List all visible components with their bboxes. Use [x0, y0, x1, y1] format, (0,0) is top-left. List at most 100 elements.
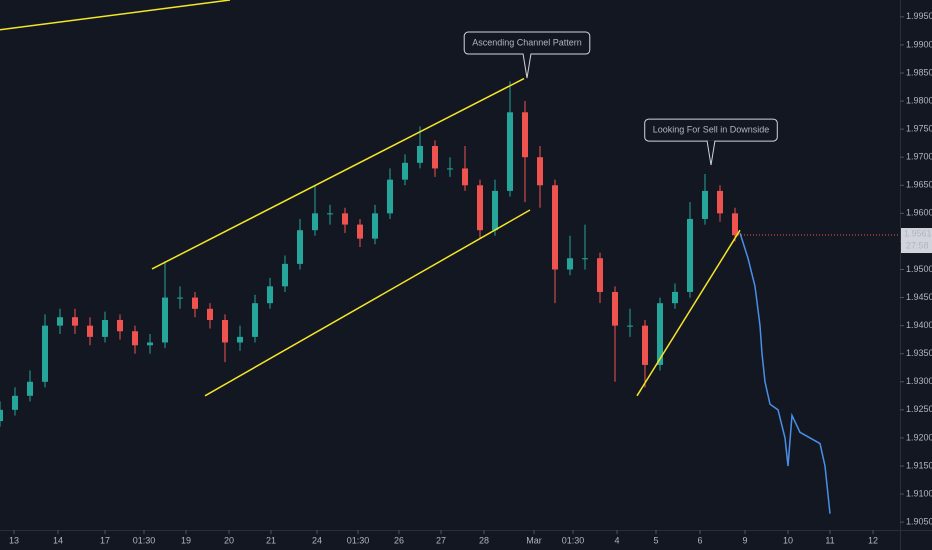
annotation-pointer	[706, 140, 716, 166]
candle-body	[717, 190, 723, 214]
candle-body	[57, 317, 63, 326]
candle-body	[192, 297, 198, 309]
y-tick-label: 1.96500	[906, 180, 932, 190]
candle-body	[132, 331, 138, 346]
candle-body	[537, 157, 543, 186]
x-tick-label: 21	[266, 535, 276, 545]
candle-body	[237, 336, 243, 343]
y-tick-label: 1.95000	[906, 264, 932, 274]
trend-line	[204, 209, 531, 397]
candle-body	[612, 291, 618, 326]
x-tick-label: 01:30	[133, 535, 156, 545]
candle-body	[492, 190, 498, 231]
annotation-pointer	[522, 53, 532, 79]
candle-body	[102, 320, 108, 337]
candle-body	[342, 213, 348, 225]
x-tick-label: 17	[100, 535, 110, 545]
candle-body	[417, 145, 423, 163]
candle-body	[372, 213, 378, 239]
last-price-box	[901, 228, 932, 254]
candle-body	[162, 297, 168, 343]
annotation-text: Looking For Sell in Downside	[653, 124, 770, 134]
x-tick-label: 13	[9, 535, 19, 545]
candle-body	[477, 185, 483, 231]
candle-body	[672, 291, 678, 304]
y-tick-label: 1.93000	[906, 376, 932, 386]
candle-body	[507, 112, 513, 191]
x-tick-label: 27	[436, 535, 446, 545]
candle-body	[12, 395, 18, 410]
y-tick-label: 1.98000	[906, 95, 932, 105]
countdown-label: 27:58	[906, 240, 929, 250]
y-tick-label: 1.93500	[906, 348, 932, 358]
y-tick-label: 1.98500	[906, 67, 932, 77]
candle-body	[297, 230, 303, 264]
candle-body	[582, 258, 588, 260]
candle-body	[627, 325, 633, 327]
candle-body	[702, 190, 708, 219]
annotation: Looking For Sell in Downside	[644, 118, 778, 166]
candle-body	[432, 145, 438, 169]
x-tick-label: 10	[783, 535, 793, 545]
candle-body	[207, 308, 213, 321]
x-tick-label: 12	[868, 535, 878, 545]
y-tick-label: 1.94000	[906, 320, 932, 330]
candle-body	[522, 112, 528, 158]
candle-body	[267, 286, 273, 304]
candle-body	[177, 297, 183, 299]
projection-line	[739, 232, 831, 514]
y-tick-label: 1.90500	[906, 517, 932, 527]
candle-body	[327, 213, 333, 215]
trend-line	[0, 0, 231, 31]
x-tick-label: 9	[742, 535, 747, 545]
y-tick-label: 1.97500	[906, 124, 932, 134]
candle-body	[387, 179, 393, 214]
candle-body	[222, 320, 228, 343]
candle-body	[567, 258, 573, 270]
x-tick-label: 5	[653, 535, 658, 545]
candle-body	[87, 325, 93, 337]
y-tick-label: 1.91000	[906, 488, 932, 498]
y-tick-label: 1.94500	[906, 292, 932, 302]
annotation: Ascending Channel Pattern	[463, 31, 591, 79]
candle-body	[312, 213, 318, 231]
candle-body	[597, 258, 603, 292]
x-tick-label: 14	[53, 535, 63, 545]
candle-body	[732, 213, 738, 236]
y-tick-label: 1.99000	[906, 39, 932, 49]
candle-body	[0, 409, 3, 422]
candle-body	[657, 303, 663, 365]
trend-line	[151, 77, 525, 270]
x-tick-label: 01:30	[347, 535, 370, 545]
last-price-label: 1.95614	[904, 228, 932, 238]
x-tick-label: 01:30	[562, 535, 585, 545]
x-tick-label: 4	[614, 535, 619, 545]
y-tick-label: 1.92000	[906, 432, 932, 442]
candle-body	[42, 325, 48, 382]
x-tick-label: 11	[825, 535, 834, 545]
candle-body	[252, 303, 258, 337]
x-tick-label: 24	[312, 535, 322, 545]
x-tick-label: 20	[224, 535, 234, 545]
candle-body	[72, 317, 78, 326]
candle-body	[552, 185, 558, 270]
y-tick-label: 1.91500	[906, 460, 932, 470]
y-tick-label: 1.99500	[906, 11, 932, 21]
candle-body	[402, 162, 408, 180]
candle-body	[117, 320, 123, 332]
annotation-text: Ascending Channel Pattern	[472, 37, 582, 47]
x-tick-label: 19	[181, 535, 191, 545]
candle-body	[687, 218, 693, 292]
y-tick-label: 1.97000	[906, 152, 932, 162]
x-tick-label: 6	[697, 535, 702, 545]
trend-line	[636, 229, 741, 397]
x-tick-label: Mar	[526, 535, 542, 545]
x-tick-label: 28	[479, 535, 489, 545]
x-tick-label: 26	[394, 535, 404, 545]
candle-body	[447, 168, 453, 170]
candle-body	[147, 342, 153, 346]
candle-body	[357, 224, 363, 239]
y-tick-label: 1.92500	[906, 404, 932, 414]
